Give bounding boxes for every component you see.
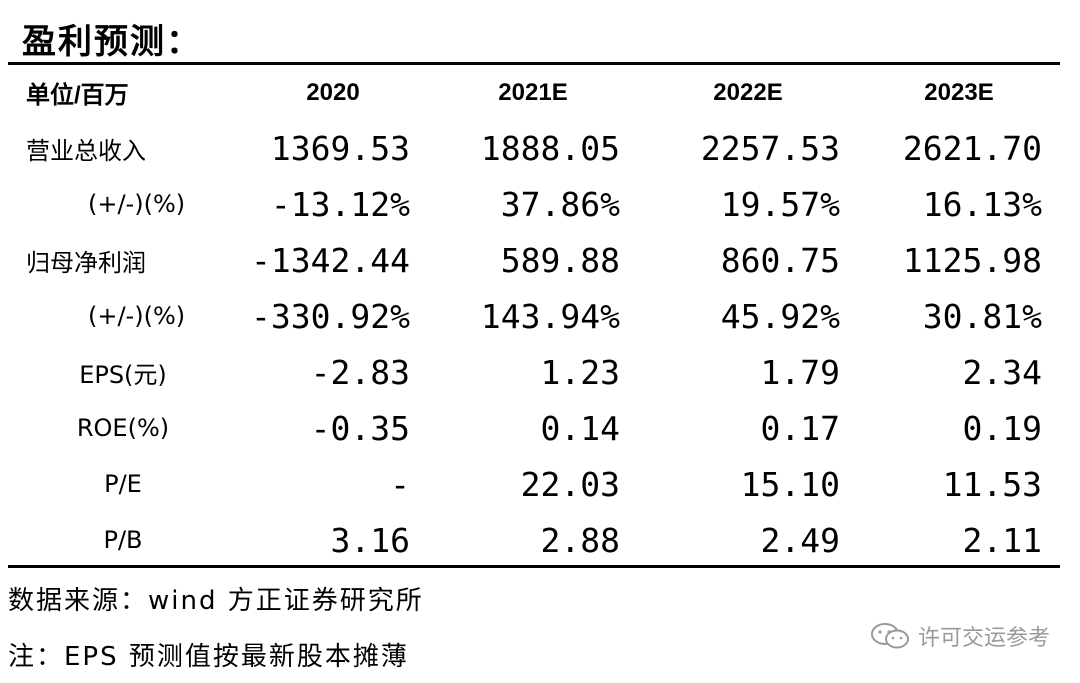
- table-cell: -2.83: [310, 352, 410, 392]
- table-cell: 30.81%: [922, 296, 1042, 336]
- table-cell: -330.92%: [251, 296, 410, 336]
- table-cell: 1888.05: [480, 128, 620, 168]
- table-row: ROE(%) -0.35 0.14 0.17 0.19: [8, 400, 1060, 456]
- table-cell: 1.79: [760, 352, 840, 392]
- eps-footnote: 注：EPS 预测值按最新股本摊薄: [8, 642, 409, 672]
- table-cell: 0.17: [760, 408, 840, 448]
- table-cell: 11.53: [942, 464, 1042, 504]
- table-cell: 860.75: [720, 240, 840, 280]
- table-row: EPS(元) -2.83 1.23 1.79 2.34: [8, 344, 1060, 400]
- row-label: ROE(%): [76, 414, 170, 442]
- forecast-table: 单位/百万 2020 2021E 2022E 2023E 营业总收入 1369.…: [8, 65, 1060, 568]
- table-row: 营业总收入 1369.53 1888.05 2257.53 2621.70: [8, 120, 1060, 176]
- table-cell: 15.10: [740, 464, 840, 504]
- table-row: (+/-)(%) -330.92% 143.94% 45.92% 30.81%: [8, 288, 1060, 344]
- row-label: 归母净利润: [26, 248, 146, 277]
- row-label: P/B: [103, 526, 143, 554]
- table-bottom-rule: [8, 565, 1060, 568]
- watermark: 许可交运参考: [870, 620, 1050, 652]
- column-header: 2023E: [924, 78, 994, 106]
- table-cell: 3.16: [330, 520, 410, 560]
- row-label: (+/-)(%): [88, 190, 186, 218]
- row-label: P/E: [104, 470, 142, 498]
- table-cell: 2.34: [962, 352, 1042, 392]
- source-note: 数据来源：wind 方正证券研究所: [8, 586, 424, 616]
- table-cell: 22.03: [520, 464, 620, 504]
- table-cell: 2.11: [962, 520, 1042, 560]
- table-cell: 1.23: [540, 352, 620, 392]
- table-cell: -13.12%: [270, 184, 410, 224]
- table-cell: 1125.98: [902, 240, 1042, 280]
- table-cell: 19.57%: [720, 184, 840, 224]
- table-cell: 2.88: [540, 520, 620, 560]
- watermark-text: 许可交运参考: [917, 626, 1050, 651]
- table-row: (+/-)(%) -13.12% 37.86% 19.57% 16.13%: [8, 176, 1060, 232]
- column-header: 2022E: [713, 78, 783, 106]
- table-cell: 37.86%: [500, 184, 620, 224]
- table-top-rule: [8, 62, 1060, 65]
- table-row: P/E - 22.03 15.10 11.53: [8, 456, 1060, 512]
- table-cell: 2621.70: [902, 128, 1042, 168]
- table-cell: 45.92%: [720, 296, 840, 336]
- wechat-icon: [870, 623, 909, 649]
- table-cell: 589.88: [500, 240, 620, 280]
- row-label: (+/-)(%): [88, 302, 186, 330]
- table-row: 归母净利润 -1342.44 589.88 860.75 1125.98: [8, 232, 1060, 288]
- column-header: 2020: [306, 78, 360, 106]
- row-label: 营业总收入: [26, 136, 146, 165]
- table-cell: 1369.53: [270, 128, 410, 168]
- unit-label: 单位/百万: [26, 82, 129, 109]
- table-header-row: 单位/百万 2020 2021E 2022E 2023E: [8, 65, 1060, 120]
- column-header: 2021E: [498, 78, 568, 106]
- table-cell: -1342.44: [251, 240, 410, 280]
- table-cell: 16.13%: [922, 184, 1042, 224]
- table-cell: 0.19: [962, 408, 1042, 448]
- table-cell: 0.14: [540, 408, 620, 448]
- page-title: 盈利预测：: [22, 22, 202, 62]
- table-cell: -0.35: [310, 408, 410, 448]
- table-cell: 2.49: [760, 520, 840, 560]
- row-label: EPS(元): [79, 360, 167, 389]
- table-row: P/B 3.16 2.88 2.49 2.11: [8, 512, 1060, 568]
- table-cell: 2257.53: [700, 128, 840, 168]
- table-cell: -: [390, 464, 410, 504]
- table-cell: 143.94%: [480, 296, 620, 336]
